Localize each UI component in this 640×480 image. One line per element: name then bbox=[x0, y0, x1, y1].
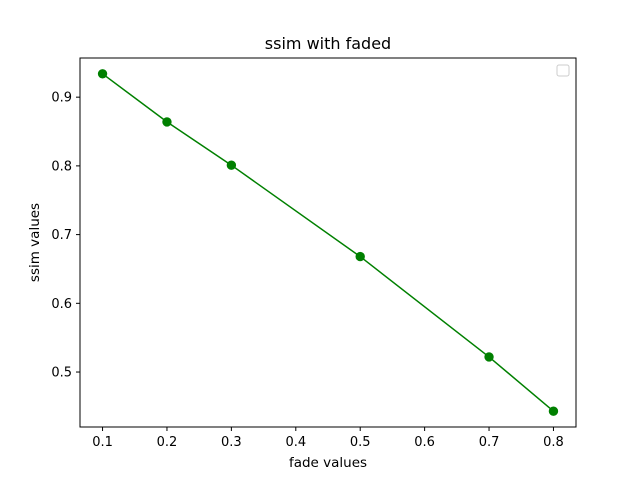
x-tick-label: 0.2 bbox=[157, 435, 178, 450]
x-tick-label: 0.3 bbox=[221, 435, 242, 450]
x-tick-label: 0.1 bbox=[92, 435, 113, 450]
data-point bbox=[484, 352, 494, 362]
series-line bbox=[102, 73, 554, 412]
y-tick-label: 0.6 bbox=[51, 297, 72, 312]
y-axis-label: ssim values bbox=[27, 203, 43, 282]
x-tick-label: 0.8 bbox=[543, 435, 564, 450]
legend-box bbox=[556, 64, 570, 77]
x-tick-label: 0.7 bbox=[479, 435, 500, 450]
y-tick-label: 0.8 bbox=[51, 159, 72, 174]
x-axis-label: fade values bbox=[289, 455, 367, 471]
y-tick-label: 0.7 bbox=[51, 228, 72, 243]
data-point bbox=[548, 406, 559, 416]
y-tick-label: 0.9 bbox=[51, 91, 72, 106]
y-tick-label: 0.5 bbox=[51, 366, 72, 381]
data-point bbox=[97, 69, 108, 79]
data-point bbox=[162, 117, 172, 127]
plot-frame bbox=[79, 57, 577, 428]
x-tick-label: 0.4 bbox=[285, 435, 306, 450]
chart-title: ssim with faded bbox=[265, 34, 391, 53]
data-point bbox=[355, 251, 365, 262]
x-tick-label: 0.5 bbox=[350, 435, 371, 450]
x-tick-label: 0.6 bbox=[414, 435, 435, 450]
data-point bbox=[226, 160, 237, 170]
